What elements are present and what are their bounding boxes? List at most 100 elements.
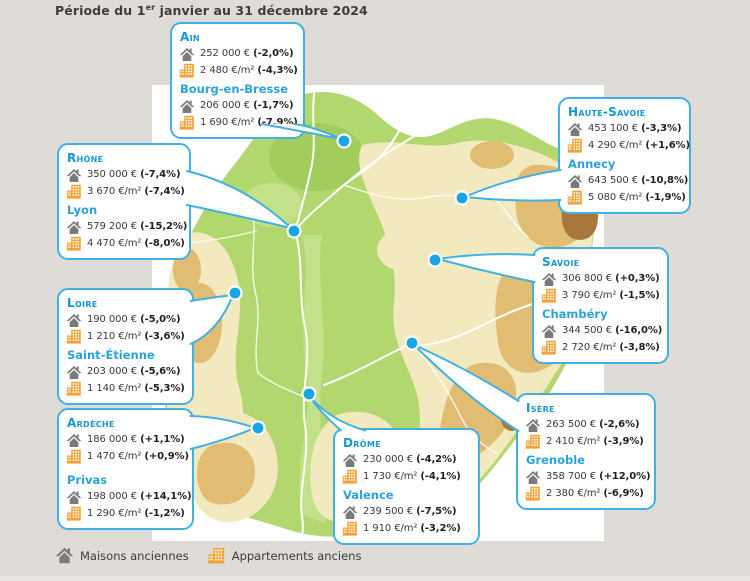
apartment-icon <box>179 63 195 78</box>
department-house-row: 186 000 € (+1,1%) <box>66 432 185 449</box>
city-apartment-row: 1 140 €/m² (-5,3%) <box>66 381 185 398</box>
house-icon <box>342 453 358 468</box>
house-price: 344 500 € (-16,0%) <box>562 325 663 336</box>
page-title: Période du 1er janvier au 31 décembre 20… <box>55 2 368 18</box>
house-icon <box>66 365 82 380</box>
city-name: Saint-Étienne <box>67 348 155 362</box>
legend-apartment-label: Appartements anciens <box>231 548 362 563</box>
apartment-price: 5 080 €/m² (-1,9%) <box>588 191 686 203</box>
apartment-icon <box>66 329 82 344</box>
house-price: 358 700 € (+12,0%) <box>546 471 651 482</box>
apartment-price: 1 690 €/m² (-7,9%) <box>200 116 298 128</box>
house-change: (-7,5%) <box>416 506 457 517</box>
apartment-icon <box>66 236 82 251</box>
department-house-row: 252 000 € (-2,0%) <box>179 46 296 63</box>
department-name: Ain <box>180 30 200 44</box>
department-apartment-row: 1 470 €/m² (+0,9%) <box>66 449 189 466</box>
apartment-change: (-3,8%) <box>619 341 660 353</box>
apartment-price: 3 790 €/m² (-1,5%) <box>562 289 660 301</box>
house-change: (+0,3%) <box>615 273 660 284</box>
apartment-price: 3 670 €/m² (-7,4%) <box>87 185 185 197</box>
house-icon <box>66 313 82 328</box>
apartment-icon <box>525 434 541 449</box>
apartment-change: (-7,9%) <box>257 116 298 128</box>
department-name: Haute-Savoie <box>568 105 646 119</box>
city-apartment-row: 4 470 €/m² (-8,0%) <box>66 236 185 253</box>
house-icon <box>179 99 195 114</box>
department-name: Isère <box>526 401 555 415</box>
callout-haute-savoie: Haute-Savoie 453 100 € (-3,3%) 4 290 €/m… <box>558 97 691 214</box>
apartment-icon <box>567 138 583 153</box>
house-price: 453 100 € (-3,3%) <box>588 123 682 134</box>
house-icon <box>567 174 583 189</box>
house-price: 230 000 € (-4,2%) <box>363 454 457 465</box>
house-icon <box>66 490 82 505</box>
apartment-icon <box>567 190 583 205</box>
department-house-row: 453 100 € (-3,3%) <box>567 121 682 138</box>
apartment-icon <box>342 469 358 484</box>
apartment-icon <box>541 340 557 355</box>
city-house-row: 206 000 € (-1,7%) <box>179 98 296 115</box>
apartment-change: (-6,9%) <box>603 487 644 499</box>
city-name: Lyon <box>67 203 98 217</box>
department-name: Rhône <box>67 151 104 165</box>
city-name: Annecy <box>568 157 616 171</box>
city-house-row: 198 000 € (+14,1%) <box>66 489 192 506</box>
apartment-icon <box>342 521 358 536</box>
house-price: 263 500 € (-2,6%) <box>546 419 640 430</box>
department-apartment-row: 4 290 €/m² (+1,6%) <box>567 138 690 155</box>
house-icon <box>541 272 557 287</box>
callout-ardeche: Ardèche 186 000 € (+1,1%) 1 470 €/m² (+0… <box>57 408 194 530</box>
house-price: 350 000 € (-7,4%) <box>87 169 181 180</box>
house-price: 198 000 € (+14,1%) <box>87 491 192 502</box>
house-icon <box>541 324 557 339</box>
city-apartment-row: 1 690 €/m² (-7,9%) <box>179 115 298 132</box>
house-price: 190 000 € (-5,0%) <box>87 314 181 325</box>
department-house-row: 306 800 € (+0,3%) <box>541 271 660 288</box>
house-icon <box>525 470 541 485</box>
city-apartment-row: 2 380 €/m² (-6,9%) <box>525 486 647 503</box>
house-price: 252 000 € (-2,0%) <box>200 48 294 59</box>
apartment-change: (-1,5%) <box>619 289 660 301</box>
house-icon <box>525 418 541 433</box>
house-price: 643 500 € (-10,8%) <box>588 175 689 186</box>
bottom-strip <box>0 576 750 581</box>
apartment-change: (+1,6%) <box>645 139 690 151</box>
callout-ain: Ain 252 000 € (-2,0%) 2 480 €/m² (-4,3%)… <box>170 22 305 139</box>
apartment-change: (-1,2%) <box>144 507 185 519</box>
apartment-change: (-8,0%) <box>144 237 185 249</box>
apartment-icon <box>66 449 82 464</box>
department-house-row: 230 000 € (-4,2%) <box>342 452 471 469</box>
apartment-change: (+0,9%) <box>144 450 189 462</box>
department-apartment-row: 1 210 €/m² (-3,6%) <box>66 329 185 346</box>
house-change: (+12,0%) <box>599 471 651 482</box>
apartment-price: 1 210 €/m² (-3,6%) <box>87 330 185 342</box>
city-apartment-row: 2 720 €/m² (-3,8%) <box>541 340 660 357</box>
house-icon <box>55 547 74 564</box>
apartment-change: (-3,9%) <box>603 435 644 447</box>
house-icon <box>66 220 82 235</box>
house-icon <box>66 168 82 183</box>
department-name: Loire <box>67 296 98 310</box>
department-apartment-row: 3 790 €/m² (-1,5%) <box>541 288 660 305</box>
house-change: (-2,0%) <box>253 48 294 59</box>
house-change: (-7,4%) <box>140 169 181 180</box>
house-change: (-16,0%) <box>615 325 663 336</box>
house-icon <box>179 47 195 62</box>
apartment-price: 1 470 €/m² (+0,9%) <box>87 450 189 462</box>
department-apartment-row: 1 730 €/m² (-4,1%) <box>342 469 471 486</box>
city-apartment-row: 5 080 €/m² (-1,9%) <box>567 190 686 207</box>
city-house-row: 358 700 € (+12,0%) <box>525 469 651 486</box>
apartment-price: 4 470 €/m² (-8,0%) <box>87 237 185 249</box>
city-house-row: 579 200 € (-15,2%) <box>66 219 187 236</box>
house-price: 306 800 € (+0,3%) <box>562 273 660 284</box>
city-house-row: 643 500 € (-10,8%) <box>567 173 688 190</box>
city-house-row: 203 000 € (-5,6%) <box>66 364 185 381</box>
department-house-row: 350 000 € (-7,4%) <box>66 167 182 184</box>
city-apartment-row: 1 910 €/m² (-3,2%) <box>342 521 471 538</box>
house-change: (-10,8%) <box>641 175 689 186</box>
house-change: (+14,1%) <box>140 491 192 502</box>
apartment-change: (-7,4%) <box>144 185 185 197</box>
apartment-change: (-3,6%) <box>144 330 185 342</box>
city-name: Grenoble <box>526 453 585 467</box>
